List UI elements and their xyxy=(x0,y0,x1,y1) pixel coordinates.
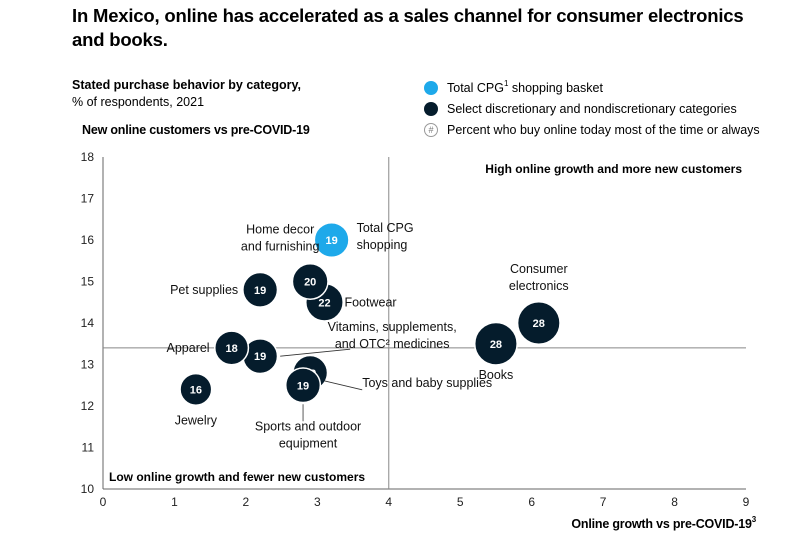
category-label: Total CPG xyxy=(357,221,414,235)
x-tick-label: 4 xyxy=(385,495,392,509)
chart-subtitle: Stated purchase behavior by category, % … xyxy=(72,77,301,111)
legend: Total CPG1 shopping basket Select discre… xyxy=(424,77,760,140)
y-tick-label: 12 xyxy=(81,399,95,413)
category-label: Jewelry xyxy=(175,413,218,427)
chart-title: In Mexico, online has accelerated as a s… xyxy=(72,5,744,50)
x-tick-label: 9 xyxy=(743,495,750,509)
legend-footnote-mark: 1 xyxy=(503,78,509,88)
legend-item-categories: Select discretionary and nondiscretionar… xyxy=(424,98,760,119)
bubble xyxy=(284,367,322,404)
bubble xyxy=(473,321,518,366)
quadrant-label-bottom-left: Low online growth and fewer new customer… xyxy=(109,470,365,484)
category-label: Home decor xyxy=(246,223,314,237)
bubble xyxy=(214,330,250,366)
light-blue-circle-icon xyxy=(424,80,438,95)
x-tick-label: 6 xyxy=(528,495,535,509)
category-label: Consumer xyxy=(510,262,568,276)
category-label: shopping xyxy=(357,238,408,252)
leader-line xyxy=(280,348,351,357)
y-tick-label: 10 xyxy=(81,482,95,496)
bubble xyxy=(313,221,350,259)
bubble-value-label: 19 xyxy=(254,351,266,363)
category-label: Books xyxy=(479,368,514,382)
y-tick-label: 13 xyxy=(81,358,95,372)
legend-label-text: Total CPG xyxy=(447,80,504,95)
y-tick-label: 11 xyxy=(82,441,95,455)
x-axis-footnote-mark: 3 xyxy=(751,515,756,524)
bubble xyxy=(179,372,213,406)
x-tick-label: 5 xyxy=(457,495,464,509)
bubble-value-label: 28 xyxy=(533,318,545,330)
x-tick-label: 2 xyxy=(243,495,250,509)
legend-label-after: shopping basket xyxy=(508,80,603,95)
subtitle-bold: Stated purchase behavior by category, xyxy=(72,78,302,92)
bubble-value-label: 19 xyxy=(325,235,337,247)
bubble xyxy=(291,262,329,301)
x-tick-label: 3 xyxy=(314,495,321,509)
bubble-value-label: 19 xyxy=(297,380,309,392)
x-axis-label-text: Online growth vs pre-COVID-19 xyxy=(571,517,752,531)
bubble-value-label: 28 xyxy=(490,339,502,351)
x-axis-label: Online growth vs pre-COVID-193 xyxy=(571,515,756,531)
category-label: and furnishing xyxy=(241,240,320,254)
legend-label-total-cpg: Total CPG1 shopping basket xyxy=(447,78,603,95)
x-tick-label: 0 xyxy=(100,495,107,509)
category-label: Sports and outdoor xyxy=(255,419,361,433)
leader-line xyxy=(324,380,363,391)
category-label: equipment xyxy=(279,436,338,450)
y-tick-label: 17 xyxy=(81,192,95,206)
category-label: Toys and baby supplies xyxy=(362,376,492,390)
legend-label-categories: Select discretionary and nondiscretionar… xyxy=(447,101,737,116)
legend-item-percent: # Percent who buy online today most of t… xyxy=(424,119,760,140)
bubble xyxy=(242,271,279,308)
legend-item-total-cpg: Total CPG1 shopping basket xyxy=(424,77,760,98)
category-label: Pet supplies xyxy=(170,283,238,297)
category-label: Vitamins, supplements, xyxy=(328,320,457,334)
y-tick-label: 15 xyxy=(81,275,95,289)
subtitle-normal: % of respondents, 2021 xyxy=(72,95,205,109)
y-tick-label: 18 xyxy=(81,150,95,164)
bubble-value-label: 19 xyxy=(254,285,266,297)
bubble-value-label: 22 xyxy=(318,297,330,309)
bubble xyxy=(516,301,561,345)
dark-navy-circle-icon xyxy=(424,101,438,116)
legend-label-percent: Percent who buy online today most of the… xyxy=(447,122,760,137)
bubble-value-label: 20 xyxy=(304,277,316,289)
category-label: electronics xyxy=(509,279,569,293)
category-label: Footwear xyxy=(344,295,396,309)
category-label: Apparel xyxy=(167,341,210,355)
y-axis-label: New online customers vs pre-COVID-19 xyxy=(82,123,310,137)
x-tick-label: 7 xyxy=(600,495,607,509)
category-label: and OTC² medicines xyxy=(335,337,450,351)
bubble-value-label: 16 xyxy=(190,384,202,396)
y-tick-label: 14 xyxy=(81,316,95,330)
x-tick-label: 8 xyxy=(671,495,678,509)
x-tick-label: 1 xyxy=(171,495,178,509)
bubble-value-label: 18 xyxy=(225,343,237,355)
y-tick-label: 16 xyxy=(81,233,95,247)
quadrant-label-top-right: High online growth and more new customer… xyxy=(485,162,742,176)
hash-circle-icon: # xyxy=(424,122,438,137)
